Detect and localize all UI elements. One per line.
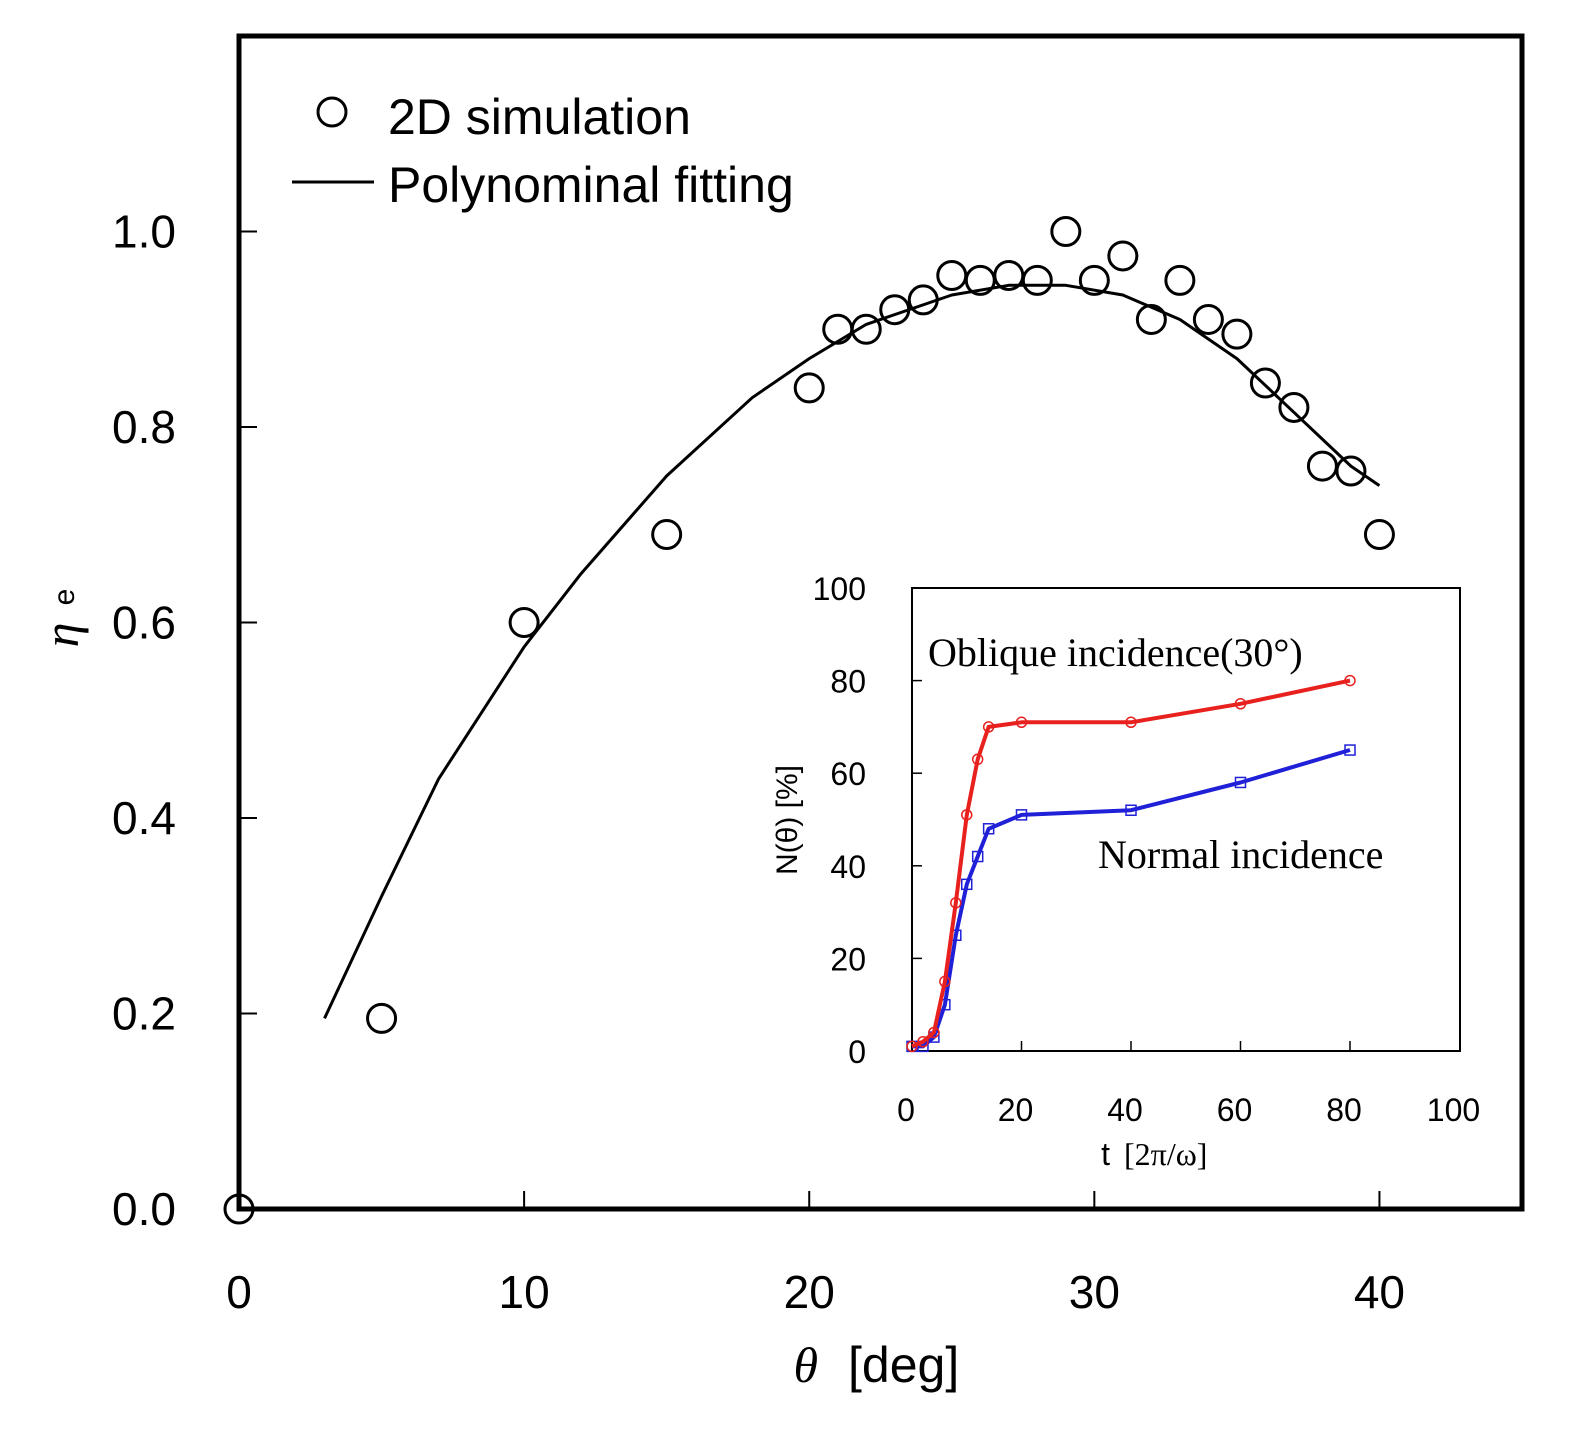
simulation-point (1278, 391, 1310, 423)
main-plot-area: 0 10 20 30 40 0.0 0.2 0.4 0.6 0.8 1.0 (112, 206, 1405, 1319)
inset-y-axis-label: N(θ) [%] (771, 765, 804, 875)
main-x-tick-label: 0 (226, 1266, 252, 1318)
inset-y-tick-label: 60 (830, 756, 866, 792)
simulation-point (1249, 367, 1281, 399)
inset-plot-area: 0 20 40 60 80 100 0 20 40 60 80 100 (813, 571, 1481, 1128)
simulation-point (1306, 450, 1338, 482)
inset-plot-frame (911, 587, 1461, 1052)
simulation-point (879, 294, 911, 326)
inset-line-oblique (911, 678, 1351, 1049)
simulation-point (1335, 455, 1367, 487)
inset-x-axis-label-unit: [2π/ω] (1124, 1136, 1207, 1172)
simulation-point (822, 313, 854, 345)
inset-point-oblique (961, 809, 973, 821)
simulation-point (793, 372, 825, 404)
main-y-tick-label: 0.0 (112, 1183, 176, 1235)
main-y-tick-label: 0.4 (112, 792, 176, 844)
simulation-point (1363, 519, 1395, 551)
inset-line-normal (912, 748, 1351, 1049)
legend-label-simulation: 2D simulation (388, 89, 691, 145)
simulation-point (936, 259, 968, 291)
legend-label-fitting: Polynominal fitting (388, 157, 794, 213)
inset-y-tick-label: 40 (830, 849, 866, 885)
inset-point-normal (961, 878, 973, 891)
inset-x-tick-label: 60 (1217, 1092, 1253, 1128)
simulation-point (1164, 264, 1196, 296)
inset-point-normal (1125, 804, 1137, 816)
inset-point-oblique (928, 1026, 940, 1039)
inset-series-label-oblique: Oblique incidence(30°) (928, 630, 1303, 675)
inset-point-oblique (982, 721, 995, 733)
main-y-tick-label: 0.8 (112, 401, 176, 453)
inset-point-oblique (917, 1035, 929, 1048)
inset-point-oblique (1125, 716, 1137, 729)
fit-line (323, 283, 1381, 1020)
inset-series-label-normal: Normal incidence (1098, 832, 1383, 877)
inset-x-tick-label: 40 (1107, 1092, 1143, 1128)
main-x-axis-label-symbol: θ (793, 1337, 818, 1393)
legend-marker-circle (316, 96, 348, 128)
inset-x-tick-label: 80 (1326, 1092, 1362, 1128)
main-y-tick-label: 0.6 (112, 597, 176, 649)
inset-x-axis-label-main: t (1101, 1136, 1110, 1172)
main-x-tick-label: 10 (499, 1266, 550, 1318)
simulation-point (651, 519, 683, 551)
inset-point-normal (1234, 776, 1247, 789)
simulation-point (1221, 318, 1253, 350)
inset-y-tick-label: 80 (830, 664, 866, 700)
simulation-point (1050, 216, 1082, 247)
simulation-point (223, 1193, 255, 1225)
inset-point-normal (1344, 744, 1356, 756)
main-x-tick-label: 20 (784, 1266, 835, 1318)
simulation-point (1078, 264, 1110, 296)
inset-point-oblique (1234, 698, 1247, 710)
simulation-point (366, 1002, 398, 1034)
inset-point-oblique (950, 897, 962, 909)
main-x-tick-label: 40 (1354, 1266, 1405, 1318)
main-y-axis-label-symbol: η (33, 623, 89, 648)
inset-point-oblique (906, 1040, 918, 1053)
simulation-point (1107, 240, 1139, 272)
inset-x-tick-label: 0 (897, 1092, 915, 1128)
inset-x-tick-label: 100 (1427, 1092, 1480, 1128)
main-x-tick-label: 30 (1069, 1266, 1120, 1318)
simulation-point (850, 313, 882, 345)
simulation-point (1135, 303, 1167, 335)
inset-point-normal (1015, 809, 1028, 821)
inset-y-tick-label: 0 (848, 1034, 866, 1070)
main-y-axis-label: η e (33, 589, 89, 648)
inset-y-tick-label: 100 (813, 571, 866, 607)
inset-point-oblique (1344, 674, 1356, 687)
inset-y-tick-label: 20 (830, 941, 866, 977)
inset-point-oblique (939, 975, 951, 988)
simulation-point (508, 607, 540, 638)
inset-point-normal (971, 850, 984, 863)
main-y-tick-label: 1.0 (112, 206, 176, 258)
legend: 2D simulation Polynominal fitting (292, 89, 794, 213)
simulation-point (1192, 303, 1224, 335)
inset-point-oblique (971, 753, 984, 766)
simulation-point (1021, 264, 1053, 296)
inset-point-oblique (1015, 716, 1028, 729)
inset-point-normal (982, 823, 995, 835)
simulation-point (907, 284, 939, 316)
inset-x-tick-label: 20 (998, 1092, 1034, 1128)
main-x-axis-label-unit: [deg] (848, 1337, 959, 1393)
main-y-axis-label-subscript: e (48, 589, 81, 606)
main-y-tick-label: 0.2 (112, 988, 176, 1040)
